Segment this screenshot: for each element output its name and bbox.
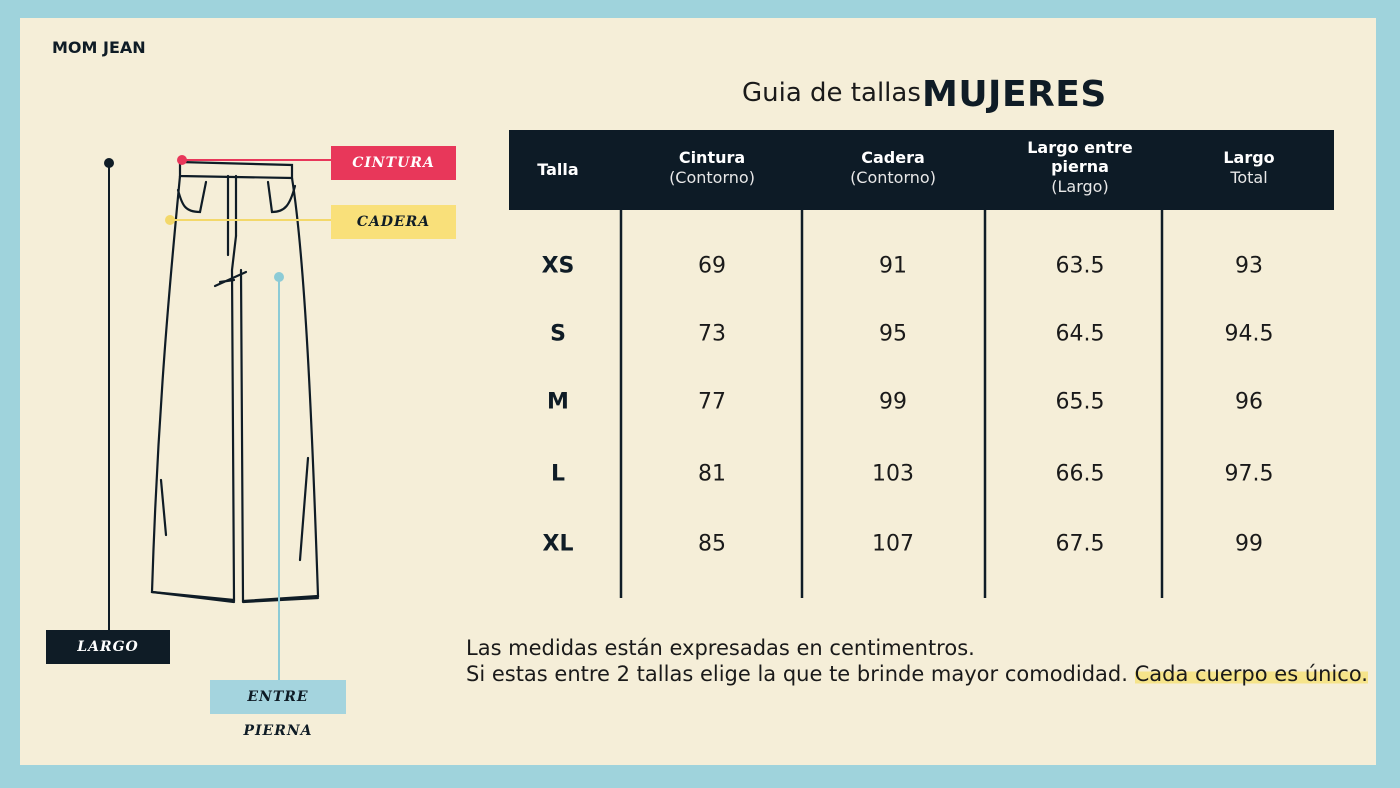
measure-cell: 99 — [879, 389, 907, 415]
length-tag: LARGO — [46, 630, 170, 664]
measure-cell: 77 — [698, 389, 726, 415]
size-label: XS — [541, 253, 575, 279]
measure-cell: 63.5 — [1055, 253, 1105, 279]
waist-tag: CINTURA — [331, 146, 456, 180]
note: Las medidas están expresadas en centimen… — [466, 636, 975, 660]
inseam-dot — [274, 272, 284, 282]
length-dot — [104, 158, 114, 168]
header-subtitle: (Largo) — [1051, 177, 1109, 196]
measure-cell: 95 — [879, 321, 907, 347]
header-cell: Talla — [483, 160, 633, 179]
title-prefix: Guia de tallas — [742, 78, 921, 108]
measure-cell: 103 — [872, 461, 914, 487]
measure-cell: 67.5 — [1055, 531, 1105, 557]
note-highlight: Cada cuerpo es único. — [1134, 662, 1368, 686]
header-cell: Cintura (Contorno) — [637, 148, 787, 189]
measure-cell: 85 — [698, 531, 726, 557]
measure-cell: 97.5 — [1224, 461, 1274, 487]
measure-cell: 91 — [879, 253, 907, 279]
hip-dot — [165, 215, 175, 225]
table-header: Talla Cintura (Contorno) Cadera (Contorno) La… — [509, 130, 1334, 210]
size-label: M — [547, 389, 569, 415]
measure-cell: 64.5 — [1055, 321, 1105, 347]
header-title: Largo entre pierna — [1027, 138, 1133, 176]
header-subtitle: (Contorno) — [850, 168, 936, 187]
size-label: XL — [542, 531, 574, 557]
measure-cell: 93 — [1235, 253, 1263, 279]
header-title: Cintura — [678, 148, 746, 167]
header-title: Largo — [1223, 148, 1275, 167]
header-title: Cadera — [861, 148, 925, 167]
waist-dot — [177, 155, 187, 165]
note-text: Si estas entre 2 tallas elige la que te … — [466, 662, 1128, 686]
measure-cell: 96 — [1235, 389, 1263, 415]
measure-cell: 66.5 — [1055, 461, 1105, 487]
size-label: S — [550, 321, 566, 347]
measure-cell: 107 — [872, 531, 914, 557]
header-subtitle: (Contorno) — [669, 168, 755, 187]
note: Si estas entre 2 tallas elige la que te … — [466, 662, 1368, 686]
header-cell: Largo entre pierna (Largo) — [1020, 138, 1140, 198]
measure-cell: 99 — [1235, 531, 1263, 557]
jeans-drawing — [150, 160, 320, 604]
header-cell: Largo Total — [1174, 148, 1324, 189]
size-label: L — [550, 461, 566, 487]
title-emphasis: MUJERES — [922, 74, 1107, 115]
table-dividers — [619, 185, 1164, 598]
measure-cell: 73 — [698, 321, 726, 347]
measure-cell: 69 — [698, 253, 726, 279]
measure-cell: 65.5 — [1055, 389, 1105, 415]
measure-cell: 81 — [698, 461, 726, 487]
brand: MOM JEAN — [52, 38, 146, 57]
measure-cell: 94.5 — [1224, 321, 1274, 347]
header-subtitle: Total — [1230, 168, 1268, 187]
inseam-tag: ENTRE PIERNA — [210, 680, 346, 739]
header-title: Talla — [537, 160, 579, 179]
header-cell: Cadera (Contorno) — [818, 148, 968, 189]
hip-tag: CADERA — [331, 205, 456, 239]
